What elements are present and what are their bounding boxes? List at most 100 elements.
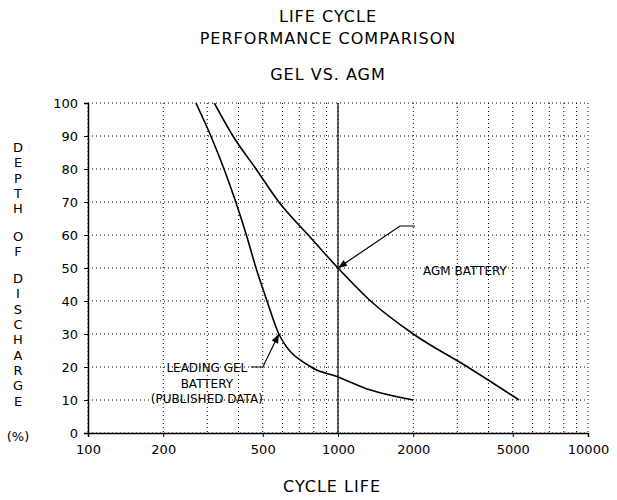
tick-label: 60 [61,228,78,243]
tick-mark [84,169,88,170]
y-axis-title-unit: (%) [7,429,30,444]
grid-line-x-minor [326,103,327,433]
tick-label: 200 [151,442,176,457]
grid-line-x-minor [282,103,283,433]
grid-line-x-minor [576,103,577,433]
grid-line-x [262,103,263,433]
title: PERFORMANCE COMPARISON [200,29,457,48]
tick-mark [84,334,88,335]
annotation: LEADING GEL BATTERY(PUBLISHED DATA) [151,334,279,406]
y-axis-title-letter: D [13,140,23,155]
series-line [196,103,413,400]
tick-mark [163,433,164,437]
tick: 100 [53,96,88,111]
title: LIFE CYCLE [279,7,377,26]
annotation-label: BATTERY [181,377,234,391]
grid-line-x [588,103,589,433]
tick-label: 100 [53,96,78,111]
y-axis: 0102030405060708090100 [53,96,88,441]
grid-line-x-minor [313,103,314,433]
y-axis-title-letter: R [13,363,22,378]
annotations: AGM BATTERY LEADING GEL BATTERY(PUBLISHED … [151,226,508,406]
annotation-leader [338,226,415,268]
grid [88,103,588,433]
tick-mark [263,433,264,437]
tick-mark [84,202,88,203]
x-axis: 100 200 500 1000 2000 5000 10000 [76,433,609,457]
tick: 10000 [568,433,609,457]
annotation-arrowhead [338,260,347,268]
y-axis-title-letter: F [14,244,21,259]
tick-mark [84,367,88,368]
tick-mark [84,301,88,302]
tick: 0 [70,426,88,441]
tick: 2000 [397,433,430,457]
tick-label: 5000 [497,442,530,457]
tick-label: 1000 [322,442,355,457]
annotation-label: (PUBLISHED DATA) [151,392,263,406]
y-axis-title-letter: H [13,332,23,347]
grid-line-x-minor [299,103,300,433]
tick-mark [84,268,88,269]
tick-mark [338,433,339,437]
tick: 80 [61,162,88,177]
annotation-leader [251,334,279,367]
tick: 70 [61,195,88,210]
tick-mark [84,433,88,434]
tick-mark [413,433,414,437]
tick-label: 80 [61,162,78,177]
tick-label: 90 [61,129,78,144]
y-axis-title-letter: O [13,229,23,244]
tick-mark [513,433,514,437]
y-axis-title-letter: C [13,317,22,332]
tick: 60 [61,228,88,243]
subtitle: GEL VS. AGM [270,65,386,84]
y-axis-title-letter: T [13,186,22,201]
plot-area [196,103,519,400]
y-axis-title-letter: I [16,286,20,301]
tick: 500 [251,433,276,457]
tick-mark [84,235,88,236]
tick-label: 2000 [397,442,430,457]
tick-label: 100 [76,442,101,457]
background [0,0,617,500]
tick-mark [88,433,89,437]
axis-line [89,434,589,438]
y-axis-title-letter: D [13,271,23,286]
y-axis-title: DEPTHOFDISCHARGE(%) [7,140,30,444]
annotation-label: AGM BATTERY [423,264,508,278]
tick-label: 30 [61,327,78,342]
tick-mark [588,433,589,437]
chart: LIFE CYCLE PERFORMANCE COMPARISON GEL VS. … [0,0,617,500]
axis-line [84,104,89,434]
grid-line-x [413,103,414,433]
tick: 40 [61,294,88,309]
tick: 100 [76,433,101,457]
tick: 30 [61,327,88,342]
series-line [214,103,519,400]
y-axis-title-letter: P [14,171,22,186]
tick: 1000 [322,433,355,457]
annotation-label: LEADING GEL [166,361,247,375]
tick-label: 0 [70,426,78,441]
grid-line-x [163,103,164,433]
y-axis-title-letter: H [13,201,23,216]
y-axis-title-letter: S [14,302,22,317]
tick: 10 [61,393,88,408]
tick: 90 [61,129,88,144]
y-axis-title-letter: E [14,394,22,409]
y-axis-title-letter: E [14,155,22,170]
tick: 200 [151,433,176,457]
grid-line-x-minor [549,103,550,433]
tick: 5000 [497,433,530,457]
tick-mark [84,103,88,104]
annotation-arrowhead [272,334,279,344]
tick-mark [84,136,88,137]
grid-line-x [512,103,513,433]
x-axis-title: CYCLE LIFE [283,477,381,496]
annotation: AGM BATTERY [338,226,508,278]
tick-label: 20 [61,360,78,375]
tick: 20 [61,360,88,375]
y-axis-title-letter: A [14,348,23,363]
tick-label: 10 [61,393,78,408]
